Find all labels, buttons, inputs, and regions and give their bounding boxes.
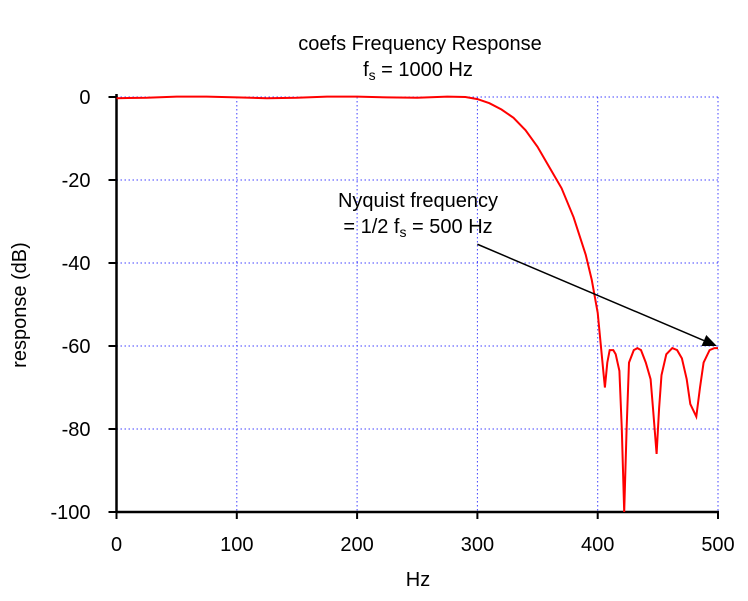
nyquist-annotation: Nyquist frequency = 1/2 fs = 500 Hz: [338, 190, 717, 347]
chart-subtitle: fs = 1000 Hz: [363, 59, 473, 83]
tick-labels: 0 100 200 300 400 500 0 -20 -40 -60 -80 -100: [50, 87, 734, 556]
arrow-head-icon: [701, 335, 717, 347]
grid-lines: [116, 96, 719, 512]
x-tick-label: 400: [581, 534, 614, 556]
x-tick-label: 0: [111, 534, 122, 556]
y-tick-label: 0: [79, 87, 90, 109]
annotation-arrow: [477, 243, 705, 342]
y-axis-label: response (dB): [9, 242, 31, 368]
x-tick-label: 200: [340, 534, 373, 556]
y-tick-label: -100: [50, 502, 90, 524]
annotation-line-1: Nyquist frequency: [338, 190, 498, 212]
axes: [108, 94, 719, 519]
response-curve: [116, 95, 718, 513]
x-tick-label: 500: [701, 534, 734, 556]
x-axis-label: Hz: [406, 569, 430, 591]
y-tick-label: -80: [62, 419, 91, 441]
annotation-line-2: = 1/2 fs = 500 Hz: [343, 216, 492, 240]
chart-title: coefs Frequency Response: [298, 33, 541, 55]
x-tick-label: 100: [220, 534, 253, 556]
y-tick-label: -20: [62, 170, 91, 192]
x-tick-label: 300: [461, 534, 494, 556]
y-tick-label: -40: [62, 253, 91, 275]
y-tick-label: -60: [62, 336, 91, 358]
